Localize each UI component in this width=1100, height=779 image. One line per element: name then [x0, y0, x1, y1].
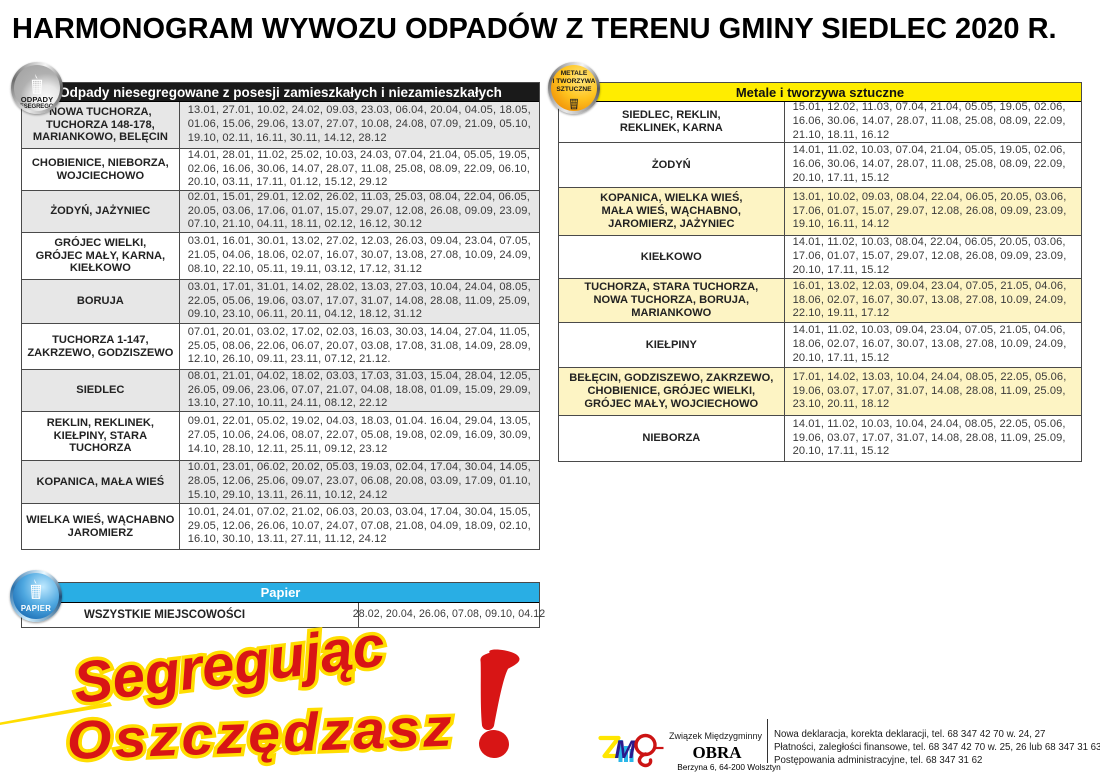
- svg-text:M: M: [615, 736, 637, 764]
